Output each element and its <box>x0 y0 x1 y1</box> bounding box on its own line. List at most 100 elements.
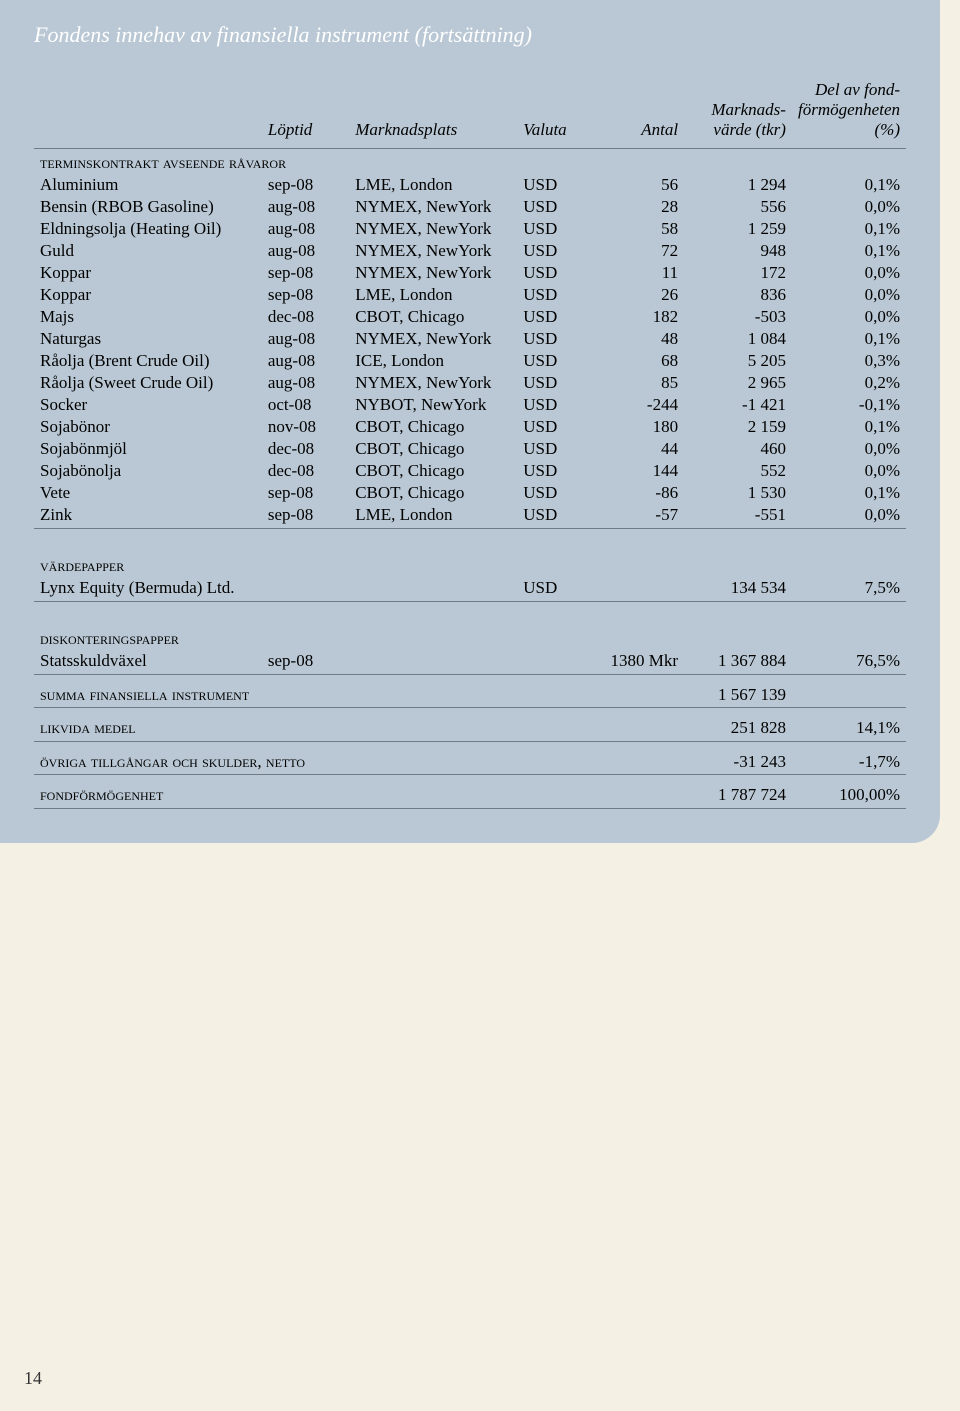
cell-name: Naturgas <box>34 328 262 350</box>
cell-pct: 0,1% <box>792 482 906 504</box>
summary-mv: -31 243 <box>684 741 792 773</box>
cell-name: Majs <box>34 306 262 328</box>
cell-ant: 26 <box>586 284 684 306</box>
cell-mp: CBOT, Chicago <box>349 306 517 328</box>
page-title: Fondens innehav av finansiella instrumen… <box>34 22 906 48</box>
cell-mp: ICE, London <box>349 350 517 372</box>
cell-name: Statsskuldväxel <box>34 650 262 672</box>
cell-pct: 0,1% <box>792 174 906 196</box>
cell-mv: 556 <box>684 196 792 218</box>
cell-name: Sojabönor <box>34 416 262 438</box>
table-row: Sojabönoljadec-08CBOT, ChicagoUSD1445520… <box>34 460 906 482</box>
cell-name: Aluminium <box>34 174 262 196</box>
cell-ant: 68 <box>586 350 684 372</box>
cell-name: Koppar <box>34 262 262 284</box>
cell-mv: 1 294 <box>684 174 792 196</box>
cell-mp: NYMEX, NewYork <box>349 262 517 284</box>
col-header-marknadsvarde: Marknads- värde (tkr) <box>684 76 792 149</box>
table-row: Naturgasaug-08NYMEX, NewYorkUSD481 0840,… <box>34 328 906 350</box>
cell-mp <box>349 650 517 672</box>
cell-mp: LME, London <box>349 504 517 526</box>
cell-lop: aug-08 <box>262 350 349 372</box>
col-header-name <box>34 76 262 149</box>
col-header-del: Del av fond- förmögenheten (%) <box>792 76 906 149</box>
table-row: Statsskuldväxelsep-08 1380 Mkr1 367 88476… <box>34 650 906 672</box>
summary-pct: 14,1% <box>792 708 906 740</box>
cell-lop: aug-08 <box>262 240 349 262</box>
section-label: diskonteringspapper <box>34 619 906 650</box>
section-header: terminskontrakt avseende råvaror <box>34 149 906 175</box>
cell-lop: dec-08 <box>262 438 349 460</box>
summary-mv: 1 787 724 <box>684 775 792 807</box>
summary-row: likvida medel251 82814,1% <box>34 708 906 740</box>
col-header-marknadsplats: Marknadsplats <box>349 76 517 149</box>
table-row: Eldningsolja (Heating Oil)aug-08NYMEX, N… <box>34 218 906 240</box>
cell-ant: -244 <box>586 394 684 416</box>
cell-mv: 836 <box>684 284 792 306</box>
cell-pct: 0,1% <box>792 218 906 240</box>
cell-mv: -503 <box>684 306 792 328</box>
cell-mp: LME, London <box>349 284 517 306</box>
cell-pct: 0,2% <box>792 372 906 394</box>
cell-lop: oct-08 <box>262 394 349 416</box>
cell-mv: -1 421 <box>684 394 792 416</box>
table-row: Sojabönmjöldec-08CBOT, ChicagoUSD444600,… <box>34 438 906 460</box>
cell-ant: 48 <box>586 328 684 350</box>
content-panel: Fondens innehav av finansiella instrumen… <box>0 0 940 843</box>
cell-cur: USD <box>517 372 586 394</box>
cell-cur: USD <box>517 306 586 328</box>
cell-mv: 1 367 884 <box>684 650 792 672</box>
cell-pct: 76,5% <box>792 650 906 672</box>
cell-ant: 44 <box>586 438 684 460</box>
cell-mv: 552 <box>684 460 792 482</box>
cell-mv: -551 <box>684 504 792 526</box>
cell-mp: NYBOT, NewYork <box>349 394 517 416</box>
table-row: Sojabönornov-08CBOT, ChicagoUSD1802 1590… <box>34 416 906 438</box>
cell-mp: NYMEX, NewYork <box>349 240 517 262</box>
cell-lop: sep-08 <box>262 650 349 672</box>
cell-mp: NYMEX, NewYork <box>349 372 517 394</box>
col-header-antal: Antal <box>586 76 684 149</box>
cell-name: Råolja (Brent Crude Oil) <box>34 350 262 372</box>
cell-pct: -0,1% <box>792 394 906 416</box>
cell-mv: 948 <box>684 240 792 262</box>
cell-ant: 1380 Mkr <box>586 650 684 672</box>
cell-name: Sojabönmjöl <box>34 438 262 460</box>
cell-ant: 144 <box>586 460 684 482</box>
table-row: Råolja (Brent Crude Oil)aug-08ICE, Londo… <box>34 350 906 372</box>
table-row: Majsdec-08CBOT, ChicagoUSD182-5030,0% <box>34 306 906 328</box>
summary-mv: 1 567 139 <box>684 674 792 706</box>
summary-label: fondförmögenhet <box>34 775 684 807</box>
summary-label: summa finansiella instrument <box>34 674 684 706</box>
cell-mv: 1 259 <box>684 218 792 240</box>
cell-mp: NYMEX, NewYork <box>349 218 517 240</box>
cell-mp: LME, London <box>349 174 517 196</box>
summary-label: likvida medel <box>34 708 684 740</box>
cell-mv: 172 <box>684 262 792 284</box>
cell-name: Bensin (RBOB Gasoline) <box>34 196 262 218</box>
cell-ant: 11 <box>586 262 684 284</box>
cell-name: Eldningsolja (Heating Oil) <box>34 218 262 240</box>
cell-mp: NYMEX, NewYork <box>349 328 517 350</box>
cell-name: Vete <box>34 482 262 504</box>
table-row: Aluminiumsep-08LME, LondonUSD561 2940,1% <box>34 174 906 196</box>
cell-lop: sep-08 <box>262 262 349 284</box>
cell-ant: 56 <box>586 174 684 196</box>
cell-mp: CBOT, Chicago <box>349 416 517 438</box>
cell-lop: aug-08 <box>262 196 349 218</box>
cell-ant: 28 <box>586 196 684 218</box>
cell-cur: USD <box>517 218 586 240</box>
cell-mv: 1 530 <box>684 482 792 504</box>
cell-pct: 0,0% <box>792 504 906 526</box>
summary-pct <box>792 674 906 706</box>
col-header-loptid: Löptid <box>262 76 349 149</box>
cell-ant: -57 <box>586 504 684 526</box>
cell-cur <box>517 650 586 672</box>
cell-cur: USD <box>517 240 586 262</box>
cell-mp: CBOT, Chicago <box>349 438 517 460</box>
cell-pct: 0,0% <box>792 262 906 284</box>
cell-lop: aug-08 <box>262 328 349 350</box>
cell-mp: CBOT, Chicago <box>349 460 517 482</box>
cell-pct: 0,0% <box>792 306 906 328</box>
table-row: Bensin (RBOB Gasoline)aug-08NYMEX, NewYo… <box>34 196 906 218</box>
